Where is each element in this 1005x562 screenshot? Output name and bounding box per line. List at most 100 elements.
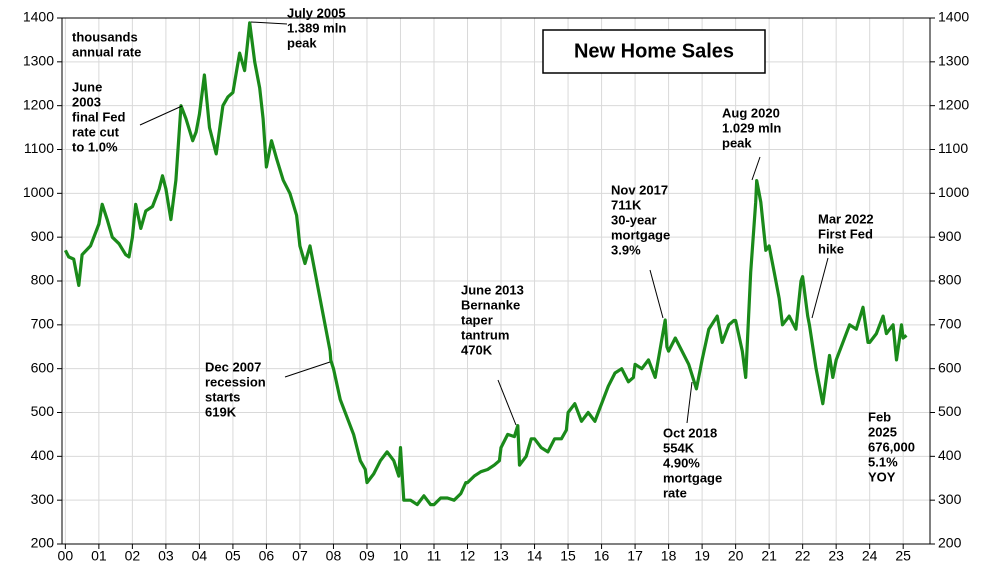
annotation: 1.029 mln bbox=[722, 120, 781, 135]
annotation: Aug 2020 bbox=[722, 105, 780, 120]
annotation: 676,000 bbox=[868, 439, 915, 454]
x-tick-label: 08 bbox=[326, 548, 342, 562]
annotation: 470K bbox=[461, 342, 493, 357]
annotation: Dec 2007 bbox=[205, 359, 261, 374]
annotation: tantrum bbox=[461, 327, 509, 342]
annotation: to 1.0% bbox=[72, 139, 118, 154]
annotation: hike bbox=[818, 241, 844, 256]
y2-tick-label: 700 bbox=[938, 316, 962, 332]
y-tick-label: 1400 bbox=[23, 9, 54, 25]
y2-tick-label: 800 bbox=[938, 272, 962, 288]
y2-tick-label: 1300 bbox=[938, 53, 969, 69]
y-tick-label: 200 bbox=[31, 535, 55, 551]
annotation: starts bbox=[205, 389, 240, 404]
y-tick-label: 600 bbox=[31, 359, 55, 375]
leader-line bbox=[751, 156, 761, 181]
annotation: 2025 bbox=[868, 424, 897, 439]
annotation: Mar 2022 bbox=[818, 211, 874, 226]
y-tick-label: 700 bbox=[31, 316, 55, 332]
x-tick-label: 10 bbox=[393, 548, 409, 562]
x-tick-label: 00 bbox=[58, 548, 74, 562]
leader-lines bbox=[139, 21, 829, 426]
y-tick-label: 400 bbox=[31, 447, 55, 463]
x-tick-label: 04 bbox=[192, 548, 208, 562]
x-tick-label: 13 bbox=[493, 548, 509, 562]
x-tick-label: 19 bbox=[694, 548, 710, 562]
y2-tick-label: 1100 bbox=[938, 140, 968, 156]
leader-line bbox=[139, 105, 183, 126]
leader-line bbox=[686, 381, 693, 424]
y-tick-label: 800 bbox=[31, 272, 55, 288]
annotation: 1.389 mln bbox=[287, 20, 346, 35]
data-line bbox=[63, 21, 908, 507]
y2-tick-label: 300 bbox=[938, 491, 962, 507]
annotation: annual rate bbox=[72, 44, 141, 59]
y-tick-label: 1300 bbox=[23, 53, 54, 69]
y2-tick-label: 500 bbox=[938, 403, 962, 419]
x-tick-label: 21 bbox=[761, 548, 777, 562]
leader-line bbox=[284, 361, 331, 378]
x-tick-label: 25 bbox=[895, 548, 911, 562]
plot-frame bbox=[61, 17, 931, 545]
annotation: recession bbox=[205, 374, 266, 389]
y2-tick-label: 1200 bbox=[938, 96, 969, 112]
x-tick-label: 17 bbox=[627, 548, 643, 562]
y-tick-label: 900 bbox=[31, 228, 55, 244]
annotation: 554K bbox=[663, 440, 695, 455]
annotation: Nov 2017 bbox=[611, 182, 668, 197]
y2-tick-label: 400 bbox=[938, 447, 962, 463]
leader-line bbox=[811, 257, 829, 319]
x-tick-label: 15 bbox=[560, 548, 576, 562]
x-tick-label: 05 bbox=[225, 548, 241, 562]
y2-tick-label: 1000 bbox=[938, 184, 969, 200]
y2-tick-label: 200 bbox=[938, 535, 962, 551]
leader-line bbox=[649, 269, 664, 319]
annotation: YOY bbox=[868, 469, 896, 484]
x-tick-label: 24 bbox=[862, 548, 878, 562]
chart-title: New Home Sales bbox=[574, 40, 734, 62]
annotation: 4.90% bbox=[663, 455, 700, 470]
annotation: 3.9% bbox=[611, 242, 641, 257]
x-tick-label: 01 bbox=[91, 548, 107, 562]
annotation: peak bbox=[287, 35, 317, 50]
annotation: mortgage bbox=[663, 470, 722, 485]
labels: 2003004005006007008009001000110012001300… bbox=[23, 5, 970, 562]
x-tick-label: 11 bbox=[427, 548, 442, 562]
annotation: thousands bbox=[72, 29, 138, 44]
x-tick-label: 09 bbox=[359, 548, 375, 562]
annotation: final Fed bbox=[72, 109, 126, 124]
x-tick-label: 03 bbox=[158, 548, 174, 562]
annotation: Feb bbox=[868, 409, 891, 424]
annotation: rate cut bbox=[72, 124, 120, 139]
annotation: 711K bbox=[611, 197, 642, 212]
plot bbox=[57, 17, 935, 549]
x-tick-label: 02 bbox=[125, 548, 141, 562]
x-tick-label: 23 bbox=[828, 548, 844, 562]
annotation: First Fed bbox=[818, 226, 873, 241]
x-tick-label: 07 bbox=[292, 548, 308, 562]
x-tick-label: 12 bbox=[460, 548, 476, 562]
annotation: Oct 2018 bbox=[663, 425, 717, 440]
x-tick-label: 16 bbox=[594, 548, 610, 562]
y-tick-label: 1000 bbox=[23, 184, 54, 200]
x-tick-label: 20 bbox=[728, 548, 744, 562]
x-tick-label: 06 bbox=[259, 548, 275, 562]
leader-line bbox=[250, 21, 288, 25]
y-tick-label: 500 bbox=[31, 403, 55, 419]
annotation: June bbox=[72, 79, 102, 94]
y2-tick-label: 1400 bbox=[938, 9, 969, 25]
x-tick-label: 22 bbox=[795, 548, 811, 562]
annotation: mortgage bbox=[611, 227, 670, 242]
x-tick-label: 14 bbox=[527, 548, 543, 562]
annotation: 2003 bbox=[72, 94, 101, 109]
annotation: 30-year bbox=[611, 212, 657, 227]
annotation: rate bbox=[663, 485, 687, 500]
annotation: July 2005 bbox=[287, 5, 346, 20]
annotation: 619K bbox=[205, 404, 237, 419]
y-tick-label: 300 bbox=[31, 491, 55, 507]
title-box bbox=[542, 29, 766, 74]
annotation: Bernanke bbox=[461, 297, 520, 312]
x-tick-label: 18 bbox=[661, 548, 677, 562]
y2-tick-label: 900 bbox=[938, 228, 962, 244]
annotation: June 2013 bbox=[461, 282, 524, 297]
